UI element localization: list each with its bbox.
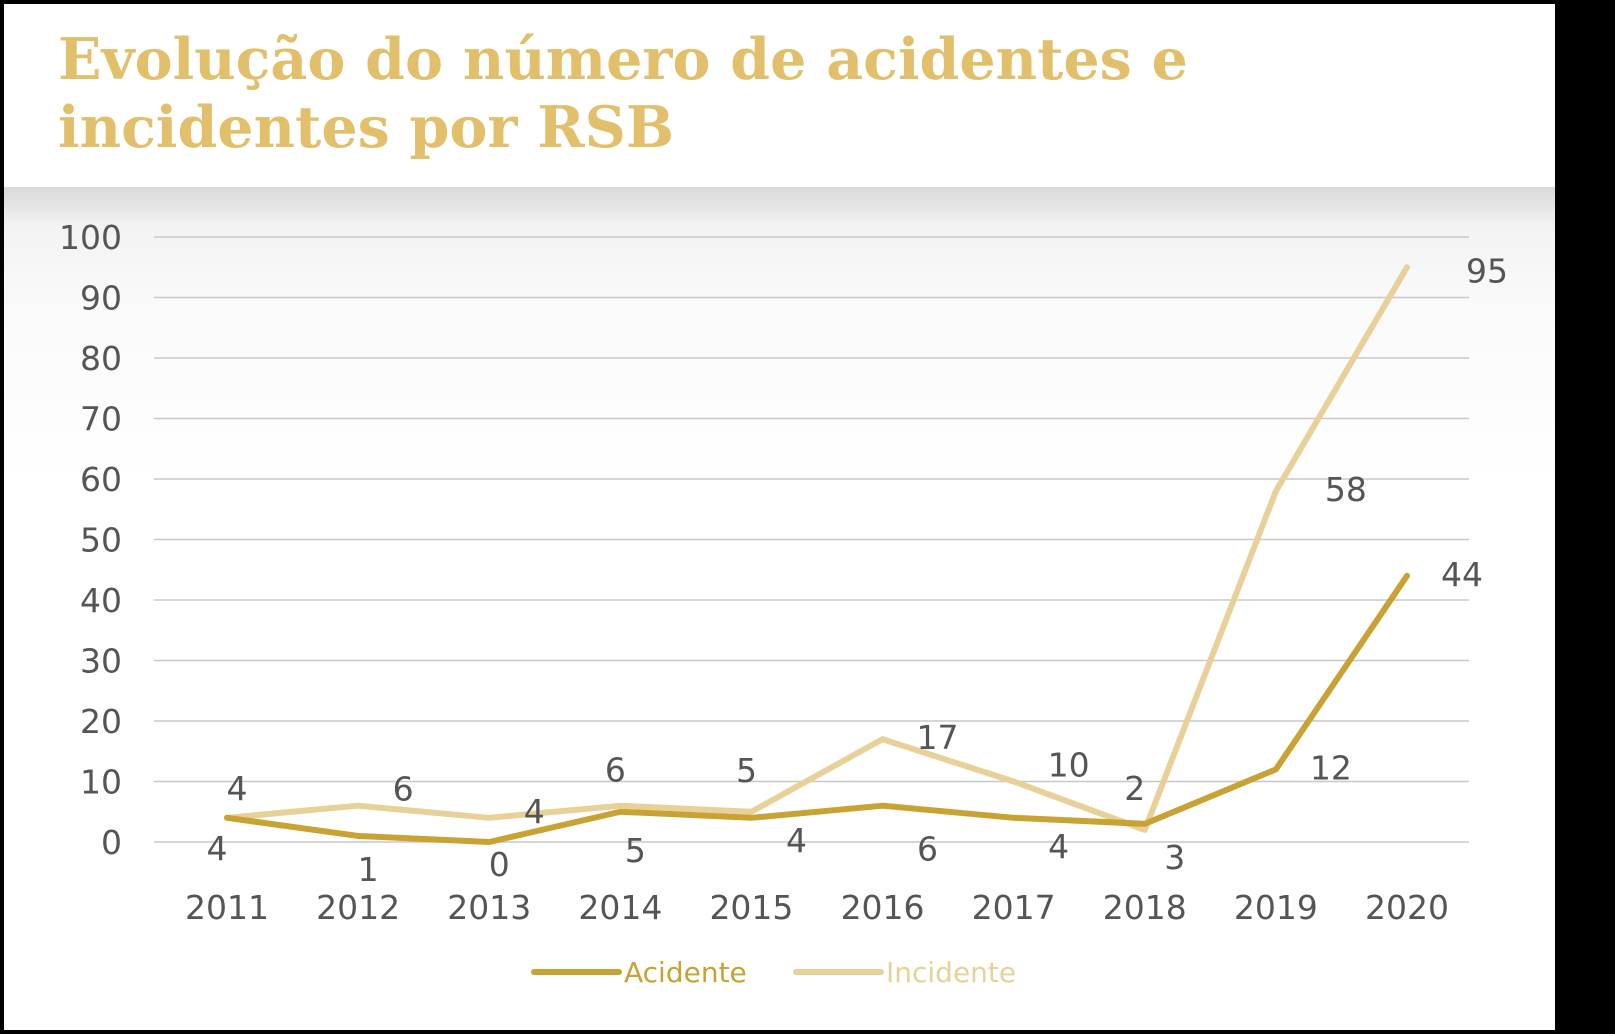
data-label-incidente: 17 xyxy=(917,718,959,757)
data-label-acidente: 12 xyxy=(1310,748,1352,787)
data-label-acidente: 6 xyxy=(917,830,938,869)
title-band: Evolução do número de acidentes e incide… xyxy=(4,4,1555,187)
chart-frame: Evolução do número de acidentes e incide… xyxy=(4,4,1555,1030)
x-tick-label: 2016 xyxy=(841,888,925,927)
y-tick-label: 70 xyxy=(80,400,122,439)
x-tick-label: 2012 xyxy=(316,888,400,927)
x-tick-label: 2011 xyxy=(185,888,269,927)
data-label-acidente: 0 xyxy=(489,845,510,884)
data-label-incidente: 6 xyxy=(605,751,626,790)
y-tick-label: 10 xyxy=(80,763,122,802)
series-line-incidente xyxy=(224,264,1410,833)
data-label-acidente: 44 xyxy=(1441,555,1483,594)
y-tick-label: 20 xyxy=(80,702,122,741)
x-tick-label: 2018 xyxy=(1103,888,1187,927)
data-label-acidente: 4 xyxy=(207,829,228,868)
series xyxy=(224,264,1410,845)
x-axis: 2011 2012 2013 2014 2015 2016 2017 2018 2019 2020 xyxy=(185,888,1449,927)
y-tick-label: 40 xyxy=(80,581,122,620)
x-tick-label: 2013 xyxy=(447,888,531,927)
data-label-incidente: 58 xyxy=(1325,470,1367,509)
data-label-incidente: 5 xyxy=(736,751,757,790)
y-tick-label: 50 xyxy=(80,521,122,560)
chart-area: 0 10 20 30 40 50 60 70 80 90 100 2011 2012 2013 2014 2… xyxy=(4,187,1555,1030)
x-tick-label: 2017 xyxy=(972,888,1056,927)
data-label-incidente: 2 xyxy=(1124,769,1145,808)
y-tick-label: 30 xyxy=(80,642,122,681)
y-tick-label: 60 xyxy=(80,460,122,499)
y-tick-label: 90 xyxy=(80,279,122,318)
data-label-incidente: 4 xyxy=(524,792,545,831)
data-label-incidente: 4 xyxy=(227,769,248,808)
data-label-incidente: 95 xyxy=(1466,251,1508,290)
x-tick-label: 2015 xyxy=(709,888,793,927)
chart-title: Evolução do número de acidentes e incide… xyxy=(58,26,1358,162)
x-tick-label: 2019 xyxy=(1234,888,1318,927)
data-label-incidente: 10 xyxy=(1048,746,1090,785)
data-label-acidente: 3 xyxy=(1164,838,1185,877)
data-label-acidente: 4 xyxy=(1048,827,1069,866)
legend-label-incidente: Incidente xyxy=(886,956,1016,989)
data-label-incidente: 6 xyxy=(393,770,414,809)
chart-title-line-2: incidentes por RSB xyxy=(58,94,675,161)
gridlines xyxy=(154,236,1469,843)
y-tick-label: 80 xyxy=(80,339,122,378)
legend-label-acidente: Acidente xyxy=(624,956,747,989)
legend: Acidente Incidente xyxy=(531,956,1016,989)
series-line-acidente xyxy=(224,572,1410,845)
data-label-acidente: 1 xyxy=(358,850,379,889)
data-label-acidente: 4 xyxy=(786,821,807,860)
x-tick-label: 2014 xyxy=(578,888,662,927)
y-tick-label: 100 xyxy=(59,218,122,257)
y-tick-label: 0 xyxy=(101,823,122,862)
chart-title-line-1: Evolução do número de acidentes e xyxy=(58,26,1188,93)
y-axis: 0 10 20 30 40 50 60 70 80 90 100 xyxy=(59,218,122,862)
data-label-acidente: 5 xyxy=(625,831,646,870)
x-tick-label: 2020 xyxy=(1365,888,1449,927)
